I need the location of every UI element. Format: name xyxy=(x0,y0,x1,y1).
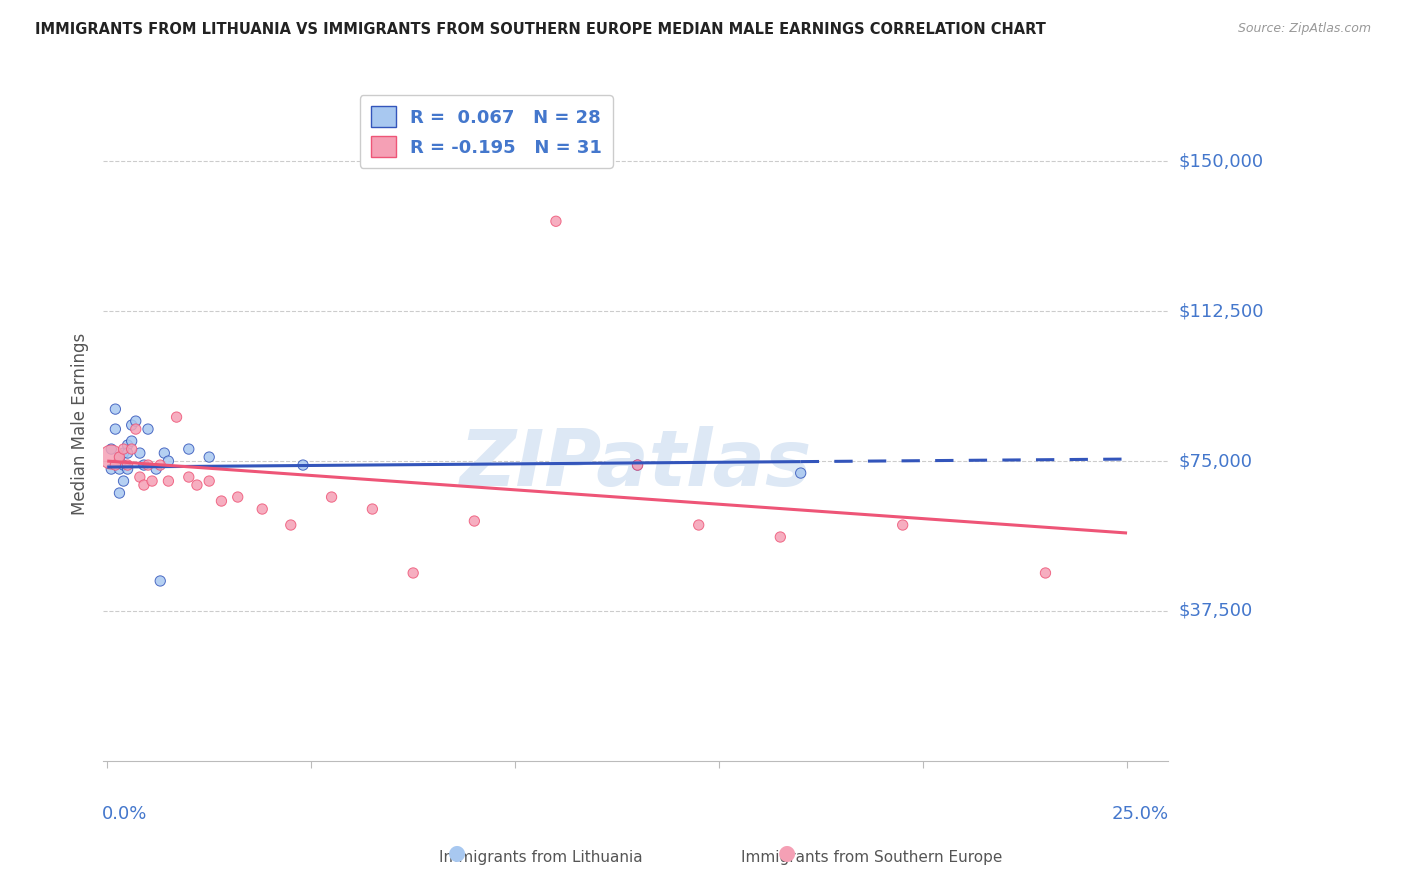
Point xyxy=(117,458,139,472)
Point xyxy=(112,458,135,472)
Point xyxy=(112,442,135,456)
Point xyxy=(108,486,131,500)
Point xyxy=(104,458,127,472)
Point xyxy=(198,450,221,464)
Text: IMMIGRANTS FROM LITHUANIA VS IMMIGRANTS FROM SOUTHERN EUROPE MEDIAN MALE EARNING: IMMIGRANTS FROM LITHUANIA VS IMMIGRANTS … xyxy=(35,22,1046,37)
Point xyxy=(209,494,232,508)
Point xyxy=(121,434,143,448)
Point xyxy=(198,474,221,488)
Point xyxy=(108,450,131,464)
Point xyxy=(153,446,176,460)
Point xyxy=(252,502,274,516)
Point xyxy=(321,490,343,504)
Legend: R =  0.067   N = 28, R = -0.195   N = 31: R = 0.067 N = 28, R = -0.195 N = 31 xyxy=(360,95,613,168)
Point xyxy=(280,518,302,533)
Point xyxy=(128,470,150,484)
Point xyxy=(1035,566,1057,580)
Point xyxy=(166,410,188,425)
Text: Source: ZipAtlas.com: Source: ZipAtlas.com xyxy=(1237,22,1371,36)
Point xyxy=(292,458,315,472)
Point xyxy=(141,474,163,488)
Point xyxy=(132,478,155,492)
Text: ●: ● xyxy=(779,843,796,863)
Point xyxy=(226,490,249,504)
Point xyxy=(132,458,155,472)
Point xyxy=(891,518,914,533)
Point xyxy=(157,474,180,488)
Text: $37,500: $37,500 xyxy=(1180,602,1253,620)
Point xyxy=(104,422,127,436)
Point xyxy=(117,438,139,452)
Point xyxy=(125,422,148,436)
Point xyxy=(463,514,485,528)
Text: $150,000: $150,000 xyxy=(1180,153,1264,170)
Point xyxy=(177,442,200,456)
Point xyxy=(136,422,159,436)
Point xyxy=(128,446,150,460)
Text: 0.0%: 0.0% xyxy=(103,805,148,822)
Text: Immigrants from Lithuania: Immigrants from Lithuania xyxy=(440,850,643,865)
Y-axis label: Median Male Earnings: Median Male Earnings xyxy=(72,333,89,515)
Point xyxy=(125,414,148,428)
Point xyxy=(361,502,384,516)
Point xyxy=(402,566,425,580)
Text: ●: ● xyxy=(449,843,465,863)
Point xyxy=(769,530,792,544)
Point xyxy=(149,458,172,472)
Point xyxy=(117,462,139,476)
Point xyxy=(136,458,159,472)
Point xyxy=(789,466,811,480)
Point xyxy=(100,462,122,476)
Point xyxy=(186,478,208,492)
Point xyxy=(626,458,648,472)
Point xyxy=(626,458,648,472)
Point xyxy=(149,574,172,588)
Point xyxy=(121,442,143,456)
Point xyxy=(145,462,167,476)
Text: $75,000: $75,000 xyxy=(1180,452,1253,470)
Point xyxy=(544,214,567,228)
Point xyxy=(117,446,139,460)
Text: ZIPatlas: ZIPatlas xyxy=(460,426,811,502)
Point xyxy=(100,450,122,464)
Text: $112,500: $112,500 xyxy=(1180,302,1264,320)
Point xyxy=(104,402,127,417)
Point xyxy=(108,450,131,464)
Point xyxy=(157,454,180,468)
Point xyxy=(112,474,135,488)
Text: 25.0%: 25.0% xyxy=(1112,805,1168,822)
Point xyxy=(121,418,143,433)
Point xyxy=(100,442,122,456)
Point xyxy=(108,462,131,476)
Point xyxy=(688,518,710,533)
Point xyxy=(112,446,135,460)
Point xyxy=(177,470,200,484)
Text: Immigrants from Southern Europe: Immigrants from Southern Europe xyxy=(741,850,1002,865)
